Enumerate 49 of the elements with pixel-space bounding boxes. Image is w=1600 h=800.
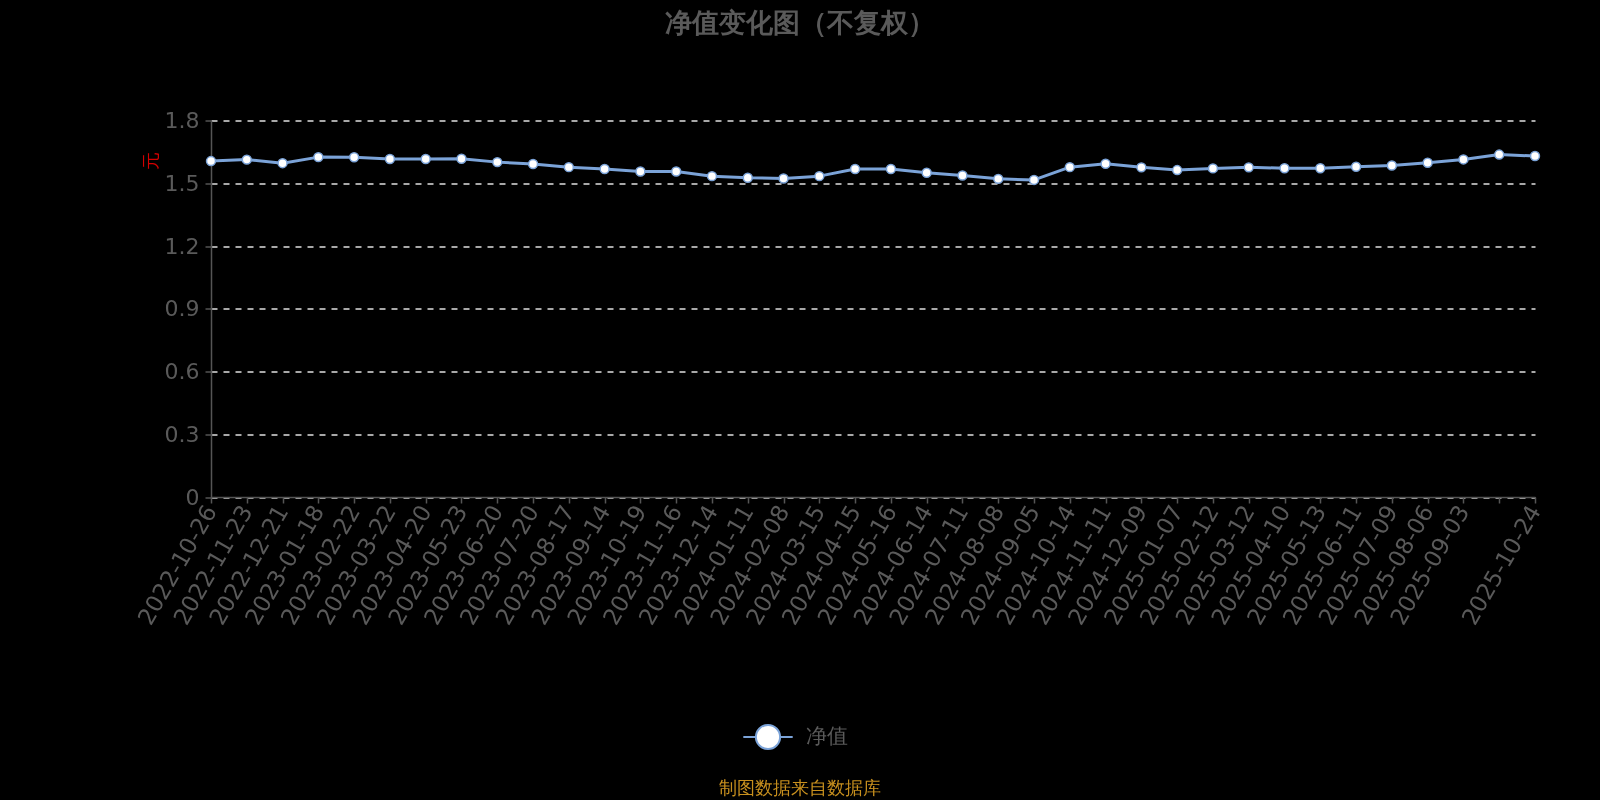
point xyxy=(670,166,682,177)
point xyxy=(1350,161,1362,172)
point xyxy=(1279,162,1290,174)
point xyxy=(742,172,753,184)
text: 制图数据来自数据库 xyxy=(718,777,882,799)
point xyxy=(313,151,324,163)
y-tick-label: 0.6 xyxy=(164,359,200,384)
chart-title: 净值变化图（不复权） xyxy=(665,6,935,38)
y-tick-label: 0.3 xyxy=(164,421,200,447)
point xyxy=(1171,164,1183,176)
point xyxy=(1064,161,1076,173)
point xyxy=(492,156,503,168)
point xyxy=(1243,162,1254,173)
point xyxy=(599,163,610,175)
point xyxy=(1136,162,1147,173)
point xyxy=(1028,174,1040,186)
point xyxy=(814,170,825,182)
point xyxy=(348,152,360,163)
point xyxy=(1207,163,1219,174)
point xyxy=(1529,150,1541,162)
point xyxy=(1100,158,1111,170)
point xyxy=(1422,157,1433,168)
point xyxy=(1493,149,1505,160)
point xyxy=(1386,160,1398,171)
point xyxy=(706,170,718,182)
y-axis-title: 元 xyxy=(139,152,161,170)
point xyxy=(1315,162,1326,174)
y-tick-label: 1.8 xyxy=(164,108,200,133)
point xyxy=(849,163,861,175)
point xyxy=(1458,154,1469,165)
point xyxy=(241,154,253,165)
y-tick-label: 1.2 xyxy=(164,233,200,259)
y-tick-label: 1.5 xyxy=(164,170,200,196)
point xyxy=(635,166,646,177)
point xyxy=(384,153,396,165)
point xyxy=(778,173,789,184)
y-tick-label: 0 xyxy=(185,484,200,510)
point xyxy=(885,163,897,175)
point xyxy=(277,157,288,169)
point xyxy=(527,158,539,170)
point xyxy=(456,153,467,164)
point xyxy=(921,167,932,178)
point xyxy=(205,155,217,167)
y-tick-label: 0.9 xyxy=(164,296,200,322)
legend-label: 净值 xyxy=(806,724,848,748)
point xyxy=(563,161,575,173)
point xyxy=(420,153,431,165)
point xyxy=(993,173,1004,185)
point xyxy=(957,170,968,181)
